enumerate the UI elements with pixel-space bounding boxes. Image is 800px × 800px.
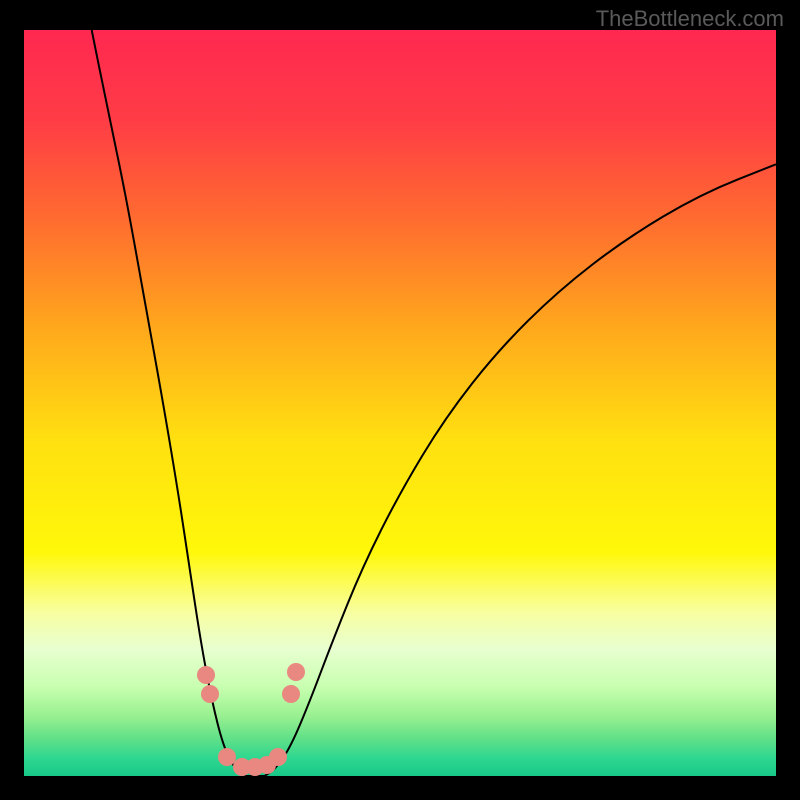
data-marker xyxy=(201,685,219,703)
data-marker xyxy=(197,666,215,684)
plot-area xyxy=(24,30,776,776)
data-marker xyxy=(269,748,287,766)
chart-frame: TheBottleneck.com xyxy=(0,0,800,800)
watermark-text: TheBottleneck.com xyxy=(596,6,784,32)
data-marker xyxy=(287,663,305,681)
marker-layer xyxy=(24,30,776,776)
data-marker xyxy=(282,685,300,703)
